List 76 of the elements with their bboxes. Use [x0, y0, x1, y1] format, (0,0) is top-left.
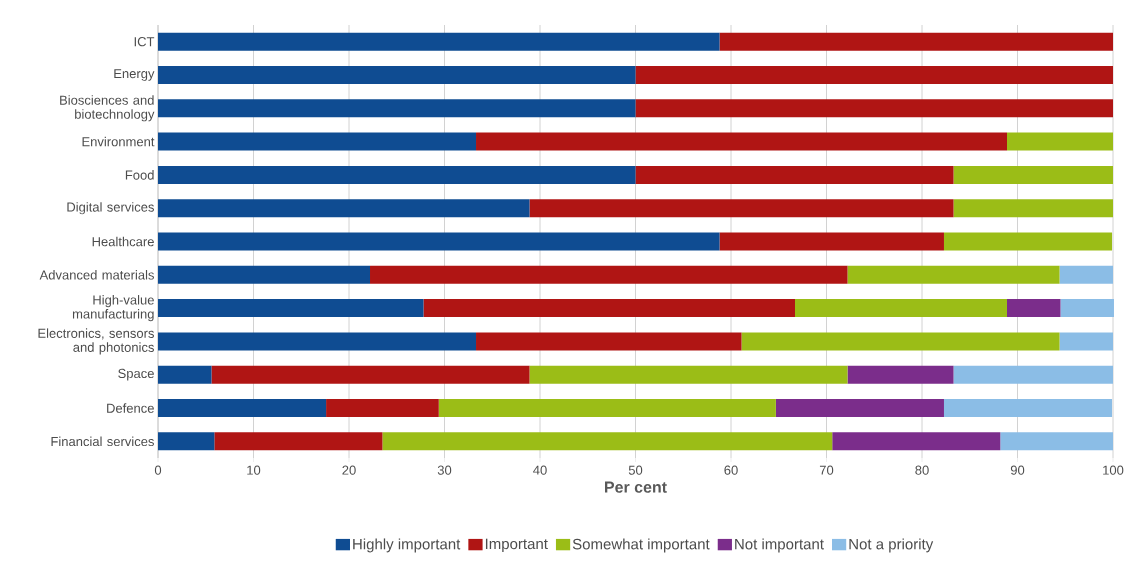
bar — [847, 365, 954, 384]
bar — [635, 99, 1114, 118]
bar — [158, 299, 424, 318]
x-tick-label: 90 — [1010, 465, 1025, 475]
x-tick-label: 80 — [915, 465, 929, 475]
bar — [158, 432, 215, 451]
bar — [476, 332, 742, 351]
y-tick-label: Biosciences and biotechnology — [60, 95, 155, 122]
bar — [943, 232, 1113, 251]
bar — [635, 65, 1114, 84]
bar — [847, 265, 1060, 284]
y-tick-label: Food — [125, 170, 154, 180]
legend-label: Important — [485, 538, 548, 553]
bar — [1059, 332, 1114, 351]
bar — [370, 265, 848, 284]
bar — [1007, 299, 1061, 318]
legend-label: Somewhat important — [572, 538, 710, 553]
bar — [382, 432, 833, 451]
y-tick-label: Financial services — [51, 436, 154, 447]
x-axis-title: Per cent — [605, 481, 667, 493]
legend-label: Not a priority — [849, 538, 934, 553]
bar — [719, 232, 944, 251]
bar — [158, 99, 636, 118]
bar — [158, 32, 720, 51]
bar — [158, 165, 636, 184]
bar — [635, 165, 954, 184]
y-tick-label: Energy — [114, 69, 155, 81]
bar — [158, 332, 477, 351]
bar — [326, 399, 439, 418]
legend-label: Highly important — [353, 538, 461, 553]
bar — [158, 199, 530, 218]
bar — [1007, 132, 1114, 151]
y-tick-label: Advanced materials — [39, 270, 154, 280]
bar — [719, 32, 1114, 51]
bar — [158, 265, 371, 284]
bar — [158, 365, 212, 384]
bar — [158, 232, 720, 251]
bar — [794, 299, 1007, 318]
bar — [158, 399, 327, 418]
y-tick-label: ICT — [134, 37, 155, 47]
bar — [775, 399, 944, 418]
bar — [1059, 265, 1114, 284]
x-tick-label: 30 — [437, 465, 452, 475]
y-tick-label: Electronics, sensors and photonics — [38, 328, 154, 355]
bar — [529, 365, 848, 384]
bar — [832, 432, 1001, 451]
bar — [529, 199, 954, 218]
bar — [1000, 432, 1114, 451]
legend-label: Not important — [735, 538, 824, 553]
bar — [953, 365, 1114, 384]
bar — [1060, 299, 1114, 318]
x-tick-label: 100 — [1103, 465, 1124, 475]
y-tick-label: Defence — [107, 403, 154, 413]
x-tick-label: 70 — [819, 465, 834, 475]
x-tick-label: 10 — [247, 465, 261, 475]
bar — [953, 199, 1114, 218]
x-tick-label: 50 — [628, 465, 643, 475]
bar — [438, 399, 776, 418]
bar — [211, 365, 530, 384]
bar — [423, 299, 795, 318]
y-tick-label: Space — [118, 368, 154, 381]
x-tick-label: 60 — [724, 465, 738, 475]
bar — [943, 399, 1113, 418]
bar — [214, 432, 383, 451]
bar — [158, 65, 636, 84]
bar — [476, 132, 1007, 151]
y-tick-label: Environment — [82, 136, 155, 147]
y-tick-label: High-value manufacturing — [72, 295, 154, 322]
y-tick-label: Digital services — [67, 202, 154, 215]
y-tick-label: Healthcare — [92, 236, 154, 247]
x-tick-label: 0 — [154, 465, 162, 475]
bar — [953, 165, 1114, 184]
x-tick-label: 40 — [533, 465, 547, 475]
bar — [741, 332, 1060, 351]
x-tick-label: 20 — [342, 465, 356, 475]
bar — [158, 132, 477, 151]
